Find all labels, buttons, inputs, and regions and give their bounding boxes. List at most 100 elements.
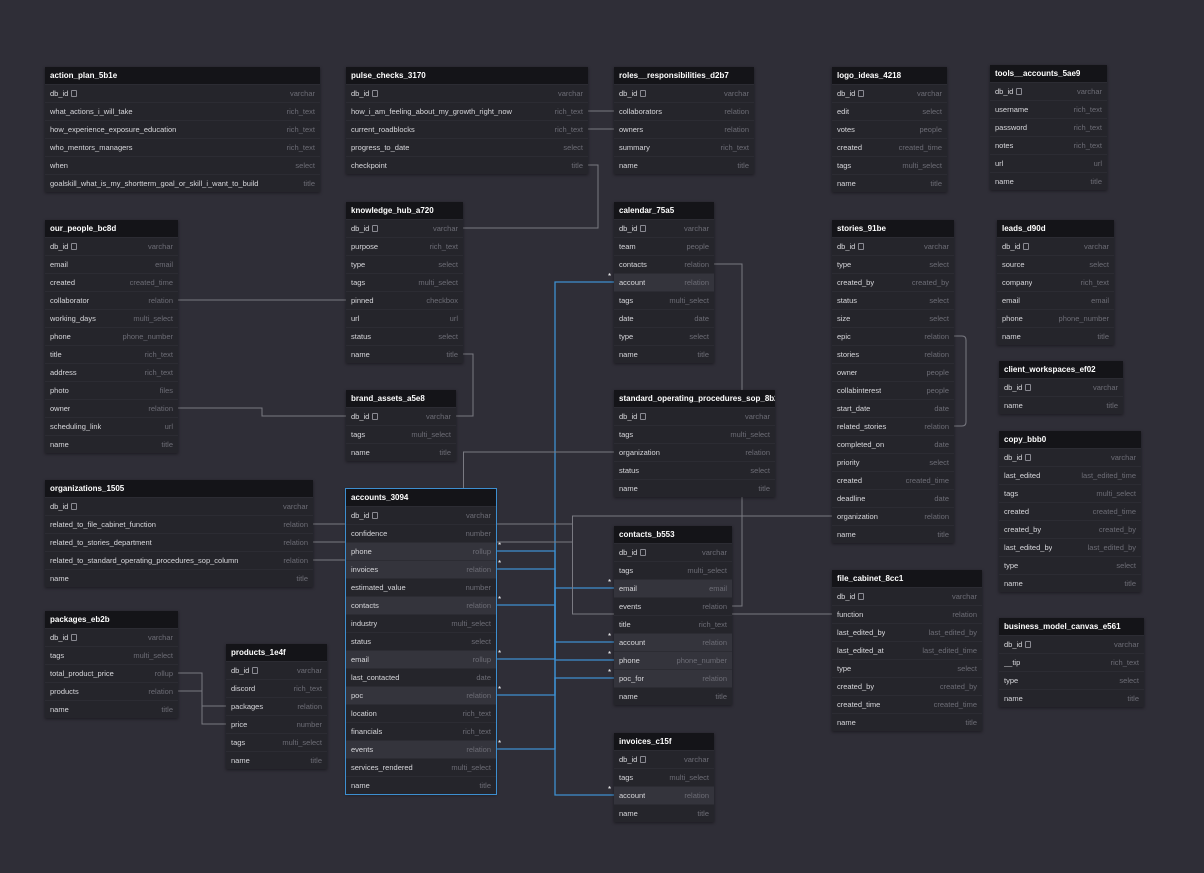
field-row[interactable]: collaborator relation [45, 291, 178, 309]
field-row[interactable]: discord rich_text [226, 679, 327, 697]
field-row[interactable]: name title [614, 687, 732, 705]
field-row[interactable]: organization relation [832, 507, 954, 525]
field-row[interactable]: db_id varchar [346, 407, 456, 425]
field-row[interactable]: name title [226, 751, 327, 769]
table-title[interactable]: invoices_c15f [614, 733, 714, 750]
table-our_people[interactable]: our_people_bc8d db_id varchar email email cre… [45, 220, 178, 453]
field-row[interactable]: url url [990, 154, 1107, 172]
field-row[interactable]: created_time created_time [832, 695, 982, 713]
field-row[interactable]: created created_time [832, 138, 947, 156]
field-row[interactable]: deadline date [832, 489, 954, 507]
table-invoices[interactable]: invoices_c15f db_id varchar tags multi_selec… [614, 733, 714, 822]
table-title[interactable]: calendar_75a5 [614, 202, 714, 219]
field-row[interactable]: services_rendered multi_select [346, 758, 496, 776]
field-row[interactable]: poc relation [346, 686, 496, 704]
table-brand_assets[interactable]: brand_assets_a5e8 db_id varchar tags multi_s… [346, 390, 456, 461]
field-row[interactable]: collabinterest people [832, 381, 954, 399]
field-row[interactable]: db_id varchar [614, 219, 714, 237]
field-row[interactable]: db_id varchar [614, 407, 775, 425]
field-row[interactable]: related_stories relation [832, 417, 954, 435]
field-row[interactable]: type select [832, 255, 954, 273]
field-row[interactable]: url url [346, 309, 463, 327]
field-row[interactable]: industry multi_select [346, 614, 496, 632]
field-row[interactable]: products relation [45, 682, 178, 700]
field-row[interactable]: name title [832, 525, 954, 543]
field-row[interactable]: priority select [832, 453, 954, 471]
field-row[interactable]: type select [999, 671, 1144, 689]
field-row[interactable]: username rich_text [990, 100, 1107, 118]
field-row[interactable]: db_id varchar [997, 237, 1114, 255]
field-row[interactable]: location rich_text [346, 704, 496, 722]
table-stories[interactable]: stories_91be db_id varchar type select create… [832, 220, 954, 543]
field-row[interactable]: name title [832, 713, 982, 731]
field-row[interactable]: phone phone_number [45, 327, 178, 345]
field-row[interactable]: working_days multi_select [45, 309, 178, 327]
field-row[interactable]: related_to_standard_operating_procedures… [45, 551, 313, 569]
table-contacts[interactable]: contacts_b553 db_id varchar tags multi_selec… [614, 526, 732, 705]
field-row[interactable]: notes rich_text [990, 136, 1107, 154]
field-row[interactable]: db_id varchar [999, 448, 1141, 466]
field-row[interactable]: stories relation [832, 345, 954, 363]
table-title[interactable]: client_workspaces_ef02 [999, 361, 1123, 378]
field-row[interactable]: email email [614, 579, 732, 597]
table-logo_ideas[interactable]: logo_ideas_4218 db_id varchar edit select vot… [832, 67, 947, 192]
field-row[interactable]: poc_for relation [614, 669, 732, 687]
field-row[interactable]: votes people [832, 120, 947, 138]
field-row[interactable]: account relation [614, 786, 714, 804]
field-row[interactable]: tags multi_select [614, 425, 775, 443]
field-row[interactable]: phone phone_number [997, 309, 1114, 327]
field-row[interactable]: account relation [614, 273, 714, 291]
field-row[interactable]: price number [226, 715, 327, 733]
table-title[interactable]: roles__responsibilities_d2b7 [614, 67, 754, 84]
field-row[interactable]: events relation [614, 597, 732, 615]
field-row[interactable]: type select [346, 255, 463, 273]
field-row[interactable]: created_by created_by [999, 520, 1141, 538]
field-row[interactable]: title rich_text [45, 345, 178, 363]
table-title[interactable]: knowledge_hub_a720 [346, 202, 463, 219]
field-row[interactable]: name title [614, 156, 754, 174]
table-roles[interactable]: roles__responsibilities_d2b7 db_id varchar… [614, 67, 754, 174]
field-row[interactable]: tags multi_select [832, 156, 947, 174]
field-row[interactable]: last_edited_at last_edited_time [832, 641, 982, 659]
table-sop[interactable]: standard_operating_procedures_sop_8b21 db… [614, 390, 775, 497]
field-row[interactable]: created created_time [832, 471, 954, 489]
field-row[interactable]: tags multi_select [346, 273, 463, 291]
field-row[interactable]: name title [346, 443, 456, 461]
field-row[interactable]: team people [614, 237, 714, 255]
field-row[interactable]: email email [45, 255, 178, 273]
field-row[interactable]: name title [346, 776, 496, 794]
field-row[interactable]: name title [45, 569, 313, 587]
field-row[interactable]: phone rollup [346, 542, 496, 560]
table-title[interactable]: accounts_3094 [346, 489, 496, 506]
table-copy[interactable]: copy_bbb0 db_id varchar last_edited last_edi… [999, 431, 1141, 592]
field-row[interactable]: tags multi_select [614, 768, 714, 786]
field-row[interactable]: events relation [346, 740, 496, 758]
table-title[interactable]: brand_assets_a5e8 [346, 390, 456, 407]
field-row[interactable]: name title [999, 396, 1123, 414]
field-row[interactable]: db_id varchar [346, 219, 463, 237]
table-title[interactable]: pulse_checks_3170 [346, 67, 588, 84]
field-row[interactable]: tags multi_select [614, 291, 714, 309]
field-row[interactable]: epic relation [832, 327, 954, 345]
field-row[interactable]: owner people [832, 363, 954, 381]
field-row[interactable]: email rollup [346, 650, 496, 668]
field-row[interactable]: function relation [832, 605, 982, 623]
field-row[interactable]: title rich_text [614, 615, 732, 633]
field-row[interactable]: __tip rich_text [999, 653, 1144, 671]
field-row[interactable]: invoices relation [346, 560, 496, 578]
field-row[interactable]: financials rich_text [346, 722, 496, 740]
field-row[interactable]: collaborators relation [614, 102, 754, 120]
field-row[interactable]: how_experience_exposure_education rich_te… [45, 120, 320, 138]
field-row[interactable]: status select [346, 327, 463, 345]
field-row[interactable]: related_to_file_cabinet_function relation [45, 515, 313, 533]
field-row[interactable]: db_id varchar [999, 378, 1123, 396]
table-title[interactable]: organizations_1505 [45, 480, 313, 497]
table-tools_accounts[interactable]: tools__accounts_5ae9 db_id varchar username… [990, 65, 1107, 190]
field-row[interactable]: db_id varchar [832, 84, 947, 102]
field-row[interactable]: name title [346, 345, 463, 363]
field-row[interactable]: checkpoint title [346, 156, 588, 174]
table-title[interactable]: action_plan_5b1e [45, 67, 320, 84]
table-title[interactable]: products_1e4f [226, 644, 327, 661]
field-row[interactable]: db_id varchar [45, 628, 178, 646]
